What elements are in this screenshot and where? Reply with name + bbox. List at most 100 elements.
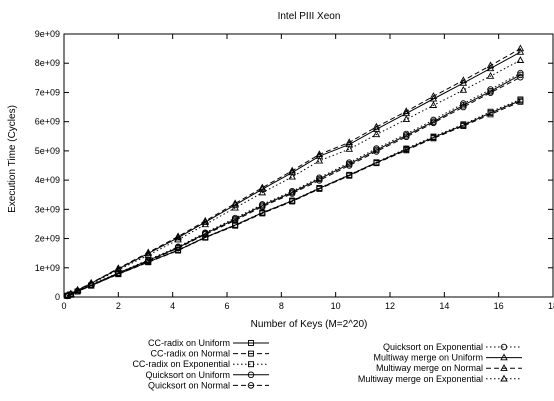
legend-item: CC-radix on Uniform bbox=[148, 338, 269, 348]
legend-item: Quicksort on Exponential bbox=[383, 342, 522, 352]
circle-marker bbox=[517, 71, 524, 79]
x-tick-label: 4 bbox=[170, 301, 175, 311]
y-tick-label: 8e+09 bbox=[35, 58, 60, 68]
square-marker bbox=[373, 159, 380, 166]
triangle-marker bbox=[500, 374, 508, 382]
triangle-marker bbox=[201, 220, 210, 228]
square-marker bbox=[487, 108, 494, 115]
triangle-marker bbox=[459, 85, 468, 93]
triangle-marker bbox=[174, 235, 182, 243]
y-axis-label: Execution Time (Cycles) bbox=[7, 105, 18, 213]
square-marker bbox=[346, 171, 353, 178]
series-line bbox=[67, 74, 521, 297]
circle-marker bbox=[487, 89, 494, 96]
circle-marker bbox=[500, 343, 508, 351]
series-line bbox=[67, 59, 521, 296]
circle-marker bbox=[316, 177, 323, 184]
triangle-marker bbox=[114, 264, 123, 272]
square-marker bbox=[248, 350, 254, 357]
circle-marker bbox=[247, 371, 255, 379]
series-line bbox=[67, 98, 521, 297]
series-line bbox=[67, 51, 521, 296]
square-marker bbox=[289, 197, 296, 204]
circle-marker bbox=[259, 201, 266, 208]
square-marker bbox=[202, 234, 209, 241]
circle-marker bbox=[346, 162, 353, 169]
legend-item: Quicksort on Uniform bbox=[145, 370, 269, 380]
triangle-marker bbox=[87, 279, 95, 287]
triangle-marker bbox=[231, 199, 239, 207]
square-marker bbox=[460, 121, 467, 128]
legend-item: CC-radix on Normal bbox=[150, 349, 269, 359]
triangle-marker bbox=[486, 71, 495, 79]
circle-marker bbox=[174, 243, 182, 250]
series-line bbox=[67, 72, 521, 297]
legend-label: Multiway merge on Exponential bbox=[358, 374, 483, 384]
y-tick-label: 3e+09 bbox=[35, 204, 60, 214]
triangle-marker bbox=[67, 289, 75, 297]
legend-label: Multiway merge on Normal bbox=[376, 363, 483, 373]
circle-marker bbox=[259, 203, 266, 210]
circle-marker bbox=[316, 174, 323, 182]
y-tick-label: 6e+09 bbox=[35, 117, 60, 127]
triangle-marker bbox=[516, 44, 525, 52]
triangle-marker bbox=[174, 232, 182, 240]
series-line bbox=[67, 48, 521, 296]
legend-label: Quicksort on Exponential bbox=[383, 342, 483, 352]
triangle-marker bbox=[114, 265, 123, 273]
triangle-marker bbox=[315, 150, 324, 158]
legend-item: Multiway merge on Normal bbox=[376, 363, 522, 373]
x-tick-label: 8 bbox=[279, 301, 284, 311]
x-tick-label: 0 bbox=[61, 301, 66, 311]
y-tick-label: 7e+09 bbox=[35, 87, 60, 97]
y-tick-label: 5e+09 bbox=[35, 146, 60, 156]
y-tick-label: 4e+09 bbox=[35, 175, 60, 185]
series-multiway-merge-on-exponential bbox=[63, 56, 525, 299]
legend-label: CC-radix on Uniform bbox=[148, 338, 230, 348]
triangle-marker bbox=[429, 101, 438, 108]
series-line bbox=[67, 76, 521, 297]
circle-marker bbox=[373, 148, 380, 155]
y-tick-label: 0 bbox=[55, 292, 60, 302]
square-marker bbox=[248, 361, 254, 368]
triangle-marker bbox=[231, 203, 239, 211]
legend-item: Multiway merge on Uniform bbox=[373, 353, 522, 363]
triangle-marker bbox=[315, 156, 324, 164]
triangle-marker bbox=[73, 286, 82, 294]
triangle-marker bbox=[258, 188, 267, 196]
y-tick-label: 2e+09 bbox=[35, 234, 60, 244]
triangle-marker bbox=[500, 364, 508, 371]
circle-marker bbox=[460, 100, 467, 107]
square-marker bbox=[430, 133, 437, 140]
triangle-marker bbox=[372, 130, 381, 138]
x-tick-label: 14 bbox=[439, 301, 449, 311]
triangle-marker bbox=[500, 353, 508, 361]
circle-marker bbox=[403, 133, 410, 141]
triangle-marker bbox=[402, 107, 411, 115]
circle-marker bbox=[346, 159, 353, 166]
circle-marker bbox=[430, 119, 437, 127]
legend-item: Quicksort on Normal bbox=[148, 380, 269, 390]
triangle-marker bbox=[345, 145, 354, 152]
triangle-marker bbox=[288, 168, 296, 176]
triangle-marker bbox=[459, 76, 468, 84]
series-group bbox=[63, 44, 525, 300]
circle-marker bbox=[231, 214, 239, 222]
legend-label: Multiway merge on Uniform bbox=[373, 353, 483, 363]
x-tick-label: 18 bbox=[548, 301, 554, 311]
x-tick-label: 6 bbox=[224, 301, 229, 311]
legend-label: Quicksort on Uniform bbox=[145, 370, 230, 380]
circle-marker bbox=[430, 116, 437, 124]
triangle-marker bbox=[231, 200, 239, 208]
triangle-marker bbox=[288, 172, 296, 180]
y-tick-label: 1e+09 bbox=[35, 263, 60, 273]
triangle-marker bbox=[144, 251, 152, 258]
triangle-marker bbox=[372, 122, 381, 130]
square-marker bbox=[248, 340, 254, 346]
x-tick-label: 16 bbox=[494, 301, 504, 311]
circle-marker bbox=[517, 69, 524, 77]
triangle-marker bbox=[144, 248, 152, 256]
